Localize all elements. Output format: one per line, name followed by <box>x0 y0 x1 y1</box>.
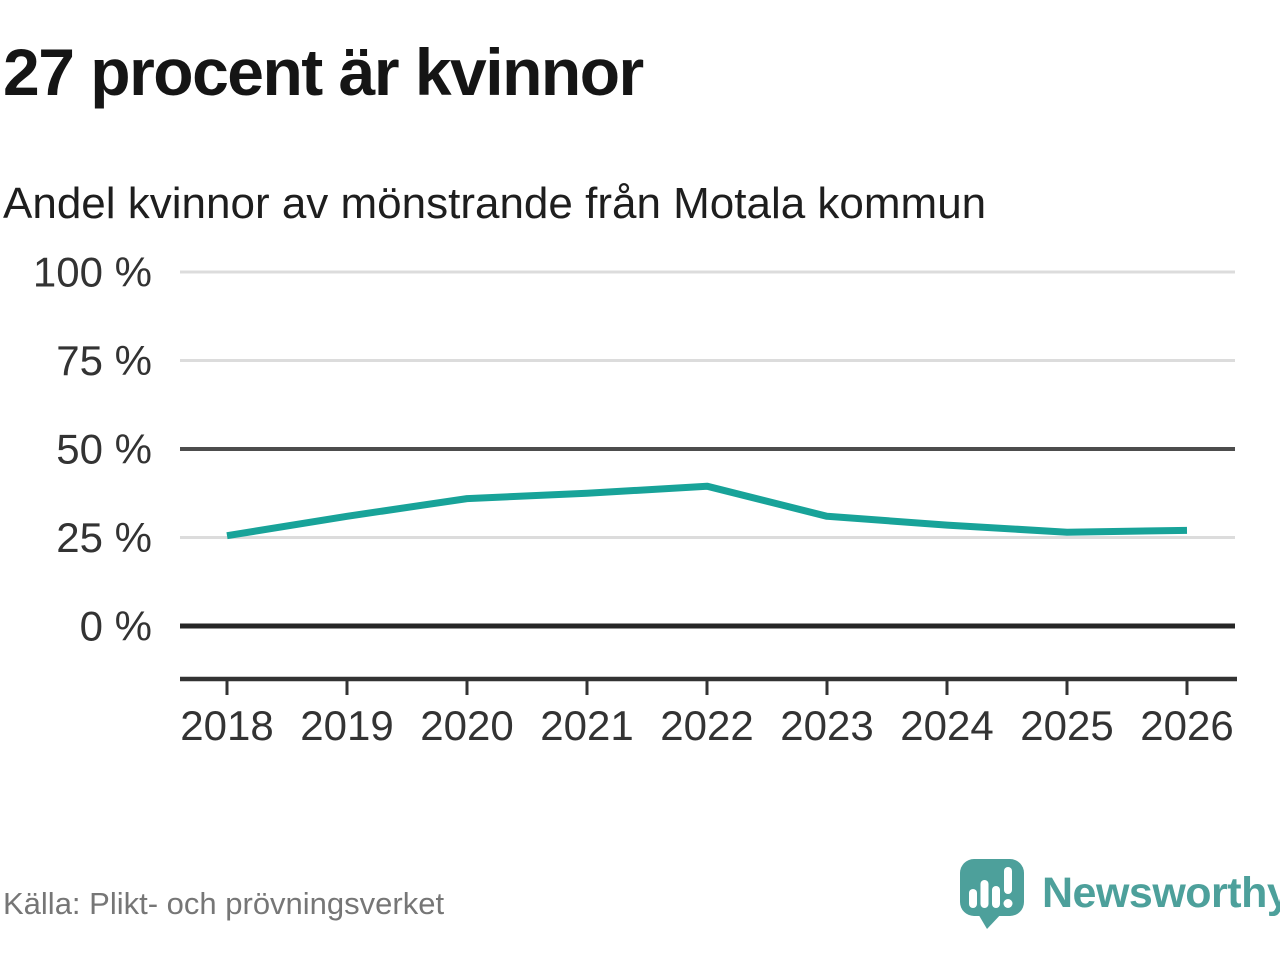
y-tick-label: 25 % <box>56 514 152 561</box>
y-tick-label: 0 % <box>80 603 152 650</box>
x-tick-label: 2025 <box>1020 702 1113 749</box>
x-tick-label: 2018 <box>180 702 273 749</box>
newsworthy-logo: Newsworthy <box>956 856 1280 930</box>
source-attribution: Källa: Plikt- och prövningsverket <box>3 886 445 921</box>
x-tick-label: 2023 <box>780 702 873 749</box>
brand-wordmark: Newsworthy <box>1042 868 1280 917</box>
x-tick-label: 2019 <box>300 702 393 749</box>
y-tick-label: 75 % <box>56 337 152 384</box>
x-tick-label: 2020 <box>420 702 513 749</box>
x-tick-label: 2022 <box>660 702 753 749</box>
x-tick-label: 2024 <box>900 702 993 749</box>
chart-subtitle: Andel kvinnor av mönstrande från Motala … <box>3 179 987 228</box>
data-line <box>226 482 1188 540</box>
y-tick-label: 50 % <box>56 426 152 473</box>
x-tick-label: 2021 <box>540 702 633 749</box>
page-title: 27 procent är kvinnor <box>3 35 644 109</box>
x-tick-label: 2026 <box>1140 702 1233 749</box>
y-tick-label: 100 % <box>33 249 152 296</box>
speech-bubble-bar-chart-icon <box>960 859 1024 929</box>
